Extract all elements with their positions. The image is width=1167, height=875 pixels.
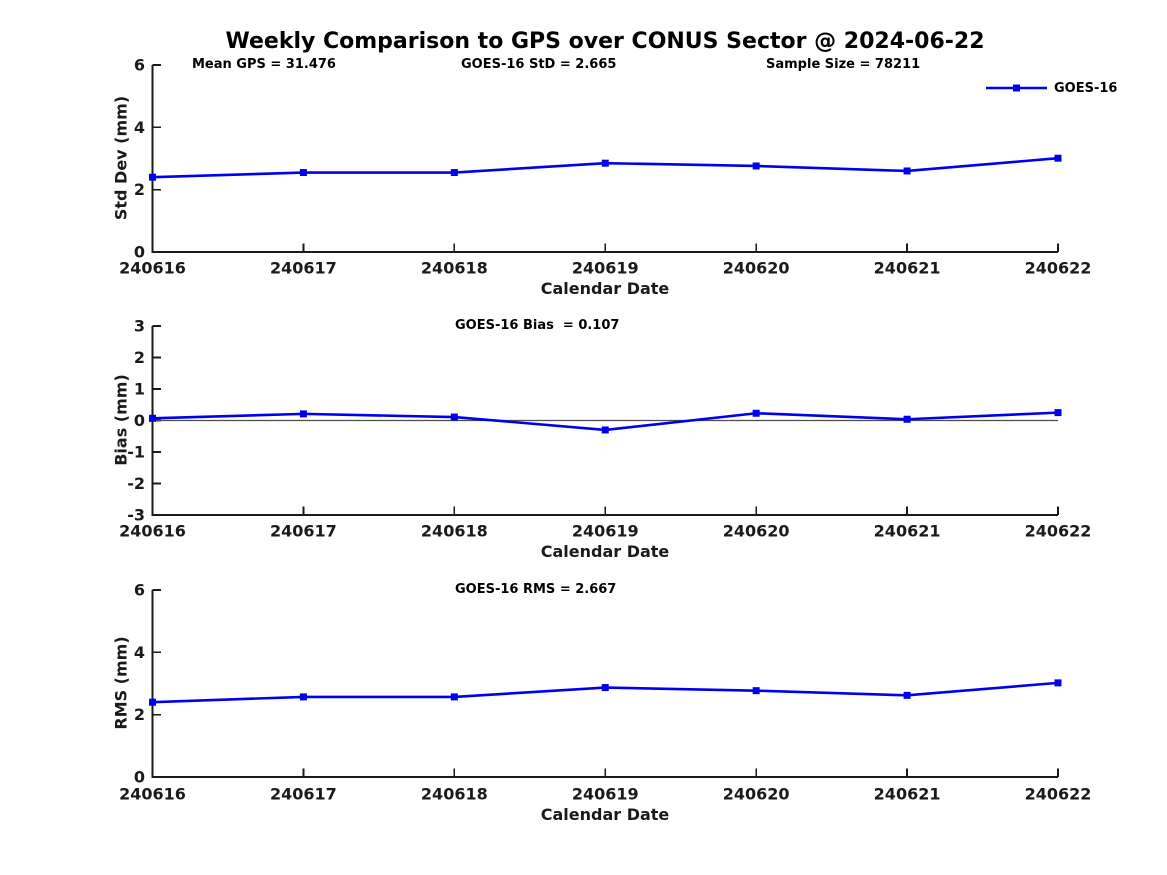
subplot-stddev: 0 2 4 6 240616 240617 240618 240619 240620 240621… [119, 56, 1091, 278]
x-tick-label: 240616 [119, 259, 186, 278]
x-tick-label: 240616 [119, 522, 186, 541]
annotation-mean-gps: Mean GPS = 31.476 [192, 57, 336, 72]
data-point-marker [1054, 409, 1062, 417]
data-point-marker [149, 414, 156, 422]
x-tick-label: 240619 [572, 785, 639, 804]
x-tick-label: 240622 [1025, 522, 1092, 541]
data-point-marker [1054, 154, 1062, 162]
data-point-marker [299, 410, 307, 418]
data-point-marker [752, 409, 760, 417]
annotation-goes16-std: GOES-16 StD = 2.665 [461, 57, 617, 72]
data-point-marker [450, 169, 458, 177]
data-point-marker [601, 426, 609, 434]
annotation-goes16-rms: GOES-16 RMS = 2.667 [455, 582, 617, 597]
y-tick-label: -3 [127, 506, 145, 525]
y-tick-label: -1 [127, 443, 145, 462]
axes [151, 64, 1059, 253]
data-series-goes-16 [149, 409, 1062, 434]
x-tick-label: 240620 [723, 522, 790, 541]
xlabel-rms: Calendar Date [540, 805, 670, 824]
x-tick-label: 240617 [270, 785, 337, 804]
data-point-marker [752, 162, 760, 170]
y-tick-label: 2 [134, 705, 145, 724]
data-point-marker [601, 684, 609, 692]
x-tick-label: 240618 [421, 785, 488, 804]
data-point-marker [149, 698, 156, 706]
x-tick-label: 240618 [421, 259, 488, 278]
y-tick-label: 0 [134, 243, 145, 262]
data-point-marker [601, 159, 609, 167]
axes [151, 589, 1059, 778]
y-tick-label: 6 [134, 581, 145, 600]
y-tick-label: -2 [127, 474, 145, 493]
x-tick-label: 240621 [874, 522, 941, 541]
x-tick-label: 240621 [874, 259, 941, 278]
y-tick-label: 0 [134, 768, 145, 787]
legend-label: GOES-16 [1054, 80, 1118, 96]
x-tick-label: 240619 [572, 522, 639, 541]
y-tick-label: 3 [134, 317, 145, 336]
x-tick-label: 240617 [270, 522, 337, 541]
legend: GOES-16 [985, 80, 1117, 96]
data-point-marker [450, 693, 458, 701]
x-tick-label: 240621 [874, 785, 941, 804]
x-tick-label: 240617 [270, 259, 337, 278]
data-point-marker [903, 167, 911, 175]
data-series-goes-16 [149, 154, 1062, 181]
x-tick-label: 240619 [572, 259, 639, 278]
y-tick-label: 4 [134, 643, 145, 662]
x-tick-label: 240620 [723, 259, 790, 278]
annotation-goes16-bias: GOES-16 Bias = 0.107 [455, 318, 620, 333]
data-point-marker [299, 169, 307, 177]
y-tick-label: 6 [134, 56, 145, 75]
x-tick-label: 240620 [723, 785, 790, 804]
legend-line-marker-icon [986, 84, 1047, 92]
data-point-marker [903, 415, 911, 423]
data-point-marker [1054, 679, 1062, 687]
y-tick-label: 1 [134, 380, 145, 399]
x-tick-label: 240618 [421, 522, 488, 541]
data-point-marker [450, 413, 458, 421]
y-tick-label: 4 [134, 118, 145, 137]
subplot-bias: -3 -2 -1 0 1 2 3 240616 240617 240618 240619 240620… [119, 317, 1091, 541]
page-title: Weekly Comparison to GPS over CONUS Sect… [225, 29, 985, 54]
x-tick-label: 240616 [119, 785, 186, 804]
y-tick-label: 0 [134, 411, 145, 430]
data-point-marker [752, 687, 760, 695]
y-tick-label: 2 [134, 180, 145, 199]
xlabel-bias: Calendar Date [540, 542, 670, 561]
annotation-sample-size: Sample Size = 78211 [766, 57, 921, 72]
xlabel-stddev: Calendar Date [540, 279, 670, 298]
x-tick-label: 240622 [1025, 785, 1092, 804]
x-tick-label: 240622 [1025, 259, 1092, 278]
data-point-marker [903, 691, 911, 699]
data-series-goes-16 [149, 679, 1062, 706]
data-point-marker [299, 693, 307, 701]
y-tick-label: 2 [134, 348, 145, 367]
subplot-rms: 0 2 4 6 240616 240617 240618 240619 240620 240621… [119, 581, 1091, 804]
data-point-marker [149, 173, 156, 181]
